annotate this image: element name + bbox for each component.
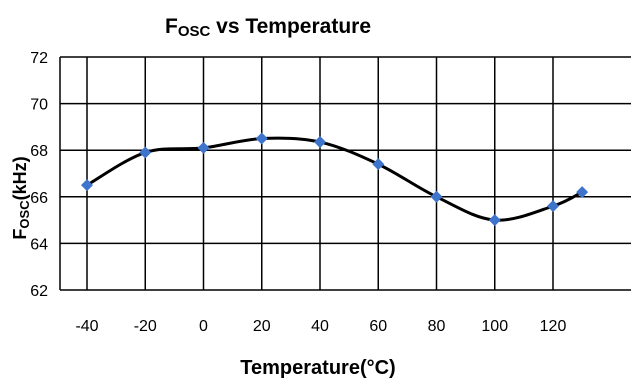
y-tick-label: 70	[30, 97, 48, 114]
x-tick-label: 40	[311, 318, 329, 335]
ylabel-sub: OSC	[17, 200, 32, 229]
ylabel-rest: (kHz)	[10, 156, 30, 200]
data-point-marker	[547, 200, 559, 213]
data-point-marker	[139, 146, 152, 159]
x-tick-label: 80	[428, 318, 446, 335]
x-axis-ticks: -40 -20 0 20 40 60 80 100 120	[75, 318, 566, 335]
x-tick-label: 0	[199, 318, 208, 335]
data-point-marker	[430, 190, 443, 203]
x-tick-label: 100	[481, 318, 508, 335]
x-tick-label: 120	[540, 318, 567, 335]
data-point-marker	[81, 179, 93, 192]
series-line	[85, 136, 584, 222]
plot-grid	[59, 56, 631, 291]
y-tick-label: 68	[30, 143, 48, 160]
data-point-marker	[255, 132, 268, 145]
x-tick-label: 20	[253, 318, 271, 335]
x-tick-label: -20	[134, 318, 157, 335]
y-tick-label: 62	[30, 283, 48, 300]
data-point-marker	[314, 136, 326, 149]
y-tick-label: 66	[30, 190, 48, 207]
title-main: F	[165, 15, 178, 38]
data-point-marker	[372, 158, 385, 171]
title-rest: vs Temperature	[210, 15, 371, 38]
x-tick-label: 60	[369, 318, 387, 335]
x-axis-title: Temperature(°C)	[240, 357, 395, 379]
data-point-marker	[576, 186, 589, 199]
y-tick-label: 64	[30, 236, 48, 253]
y-tick-label: 72	[30, 50, 48, 67]
data-point-marker	[197, 141, 210, 154]
title-sub: OSC	[178, 23, 211, 40]
y-axis-title: FOSC(kHz)	[10, 156, 32, 239]
data-point-marker	[488, 214, 501, 227]
ylabel-main: F	[10, 229, 30, 240]
chart-title: FOSC vs Temperature	[165, 15, 371, 40]
y-axis-ticks: 62 64 66 68 70 72	[30, 50, 48, 300]
series-markers	[81, 132, 589, 227]
x-tick-label: -40	[75, 318, 98, 335]
